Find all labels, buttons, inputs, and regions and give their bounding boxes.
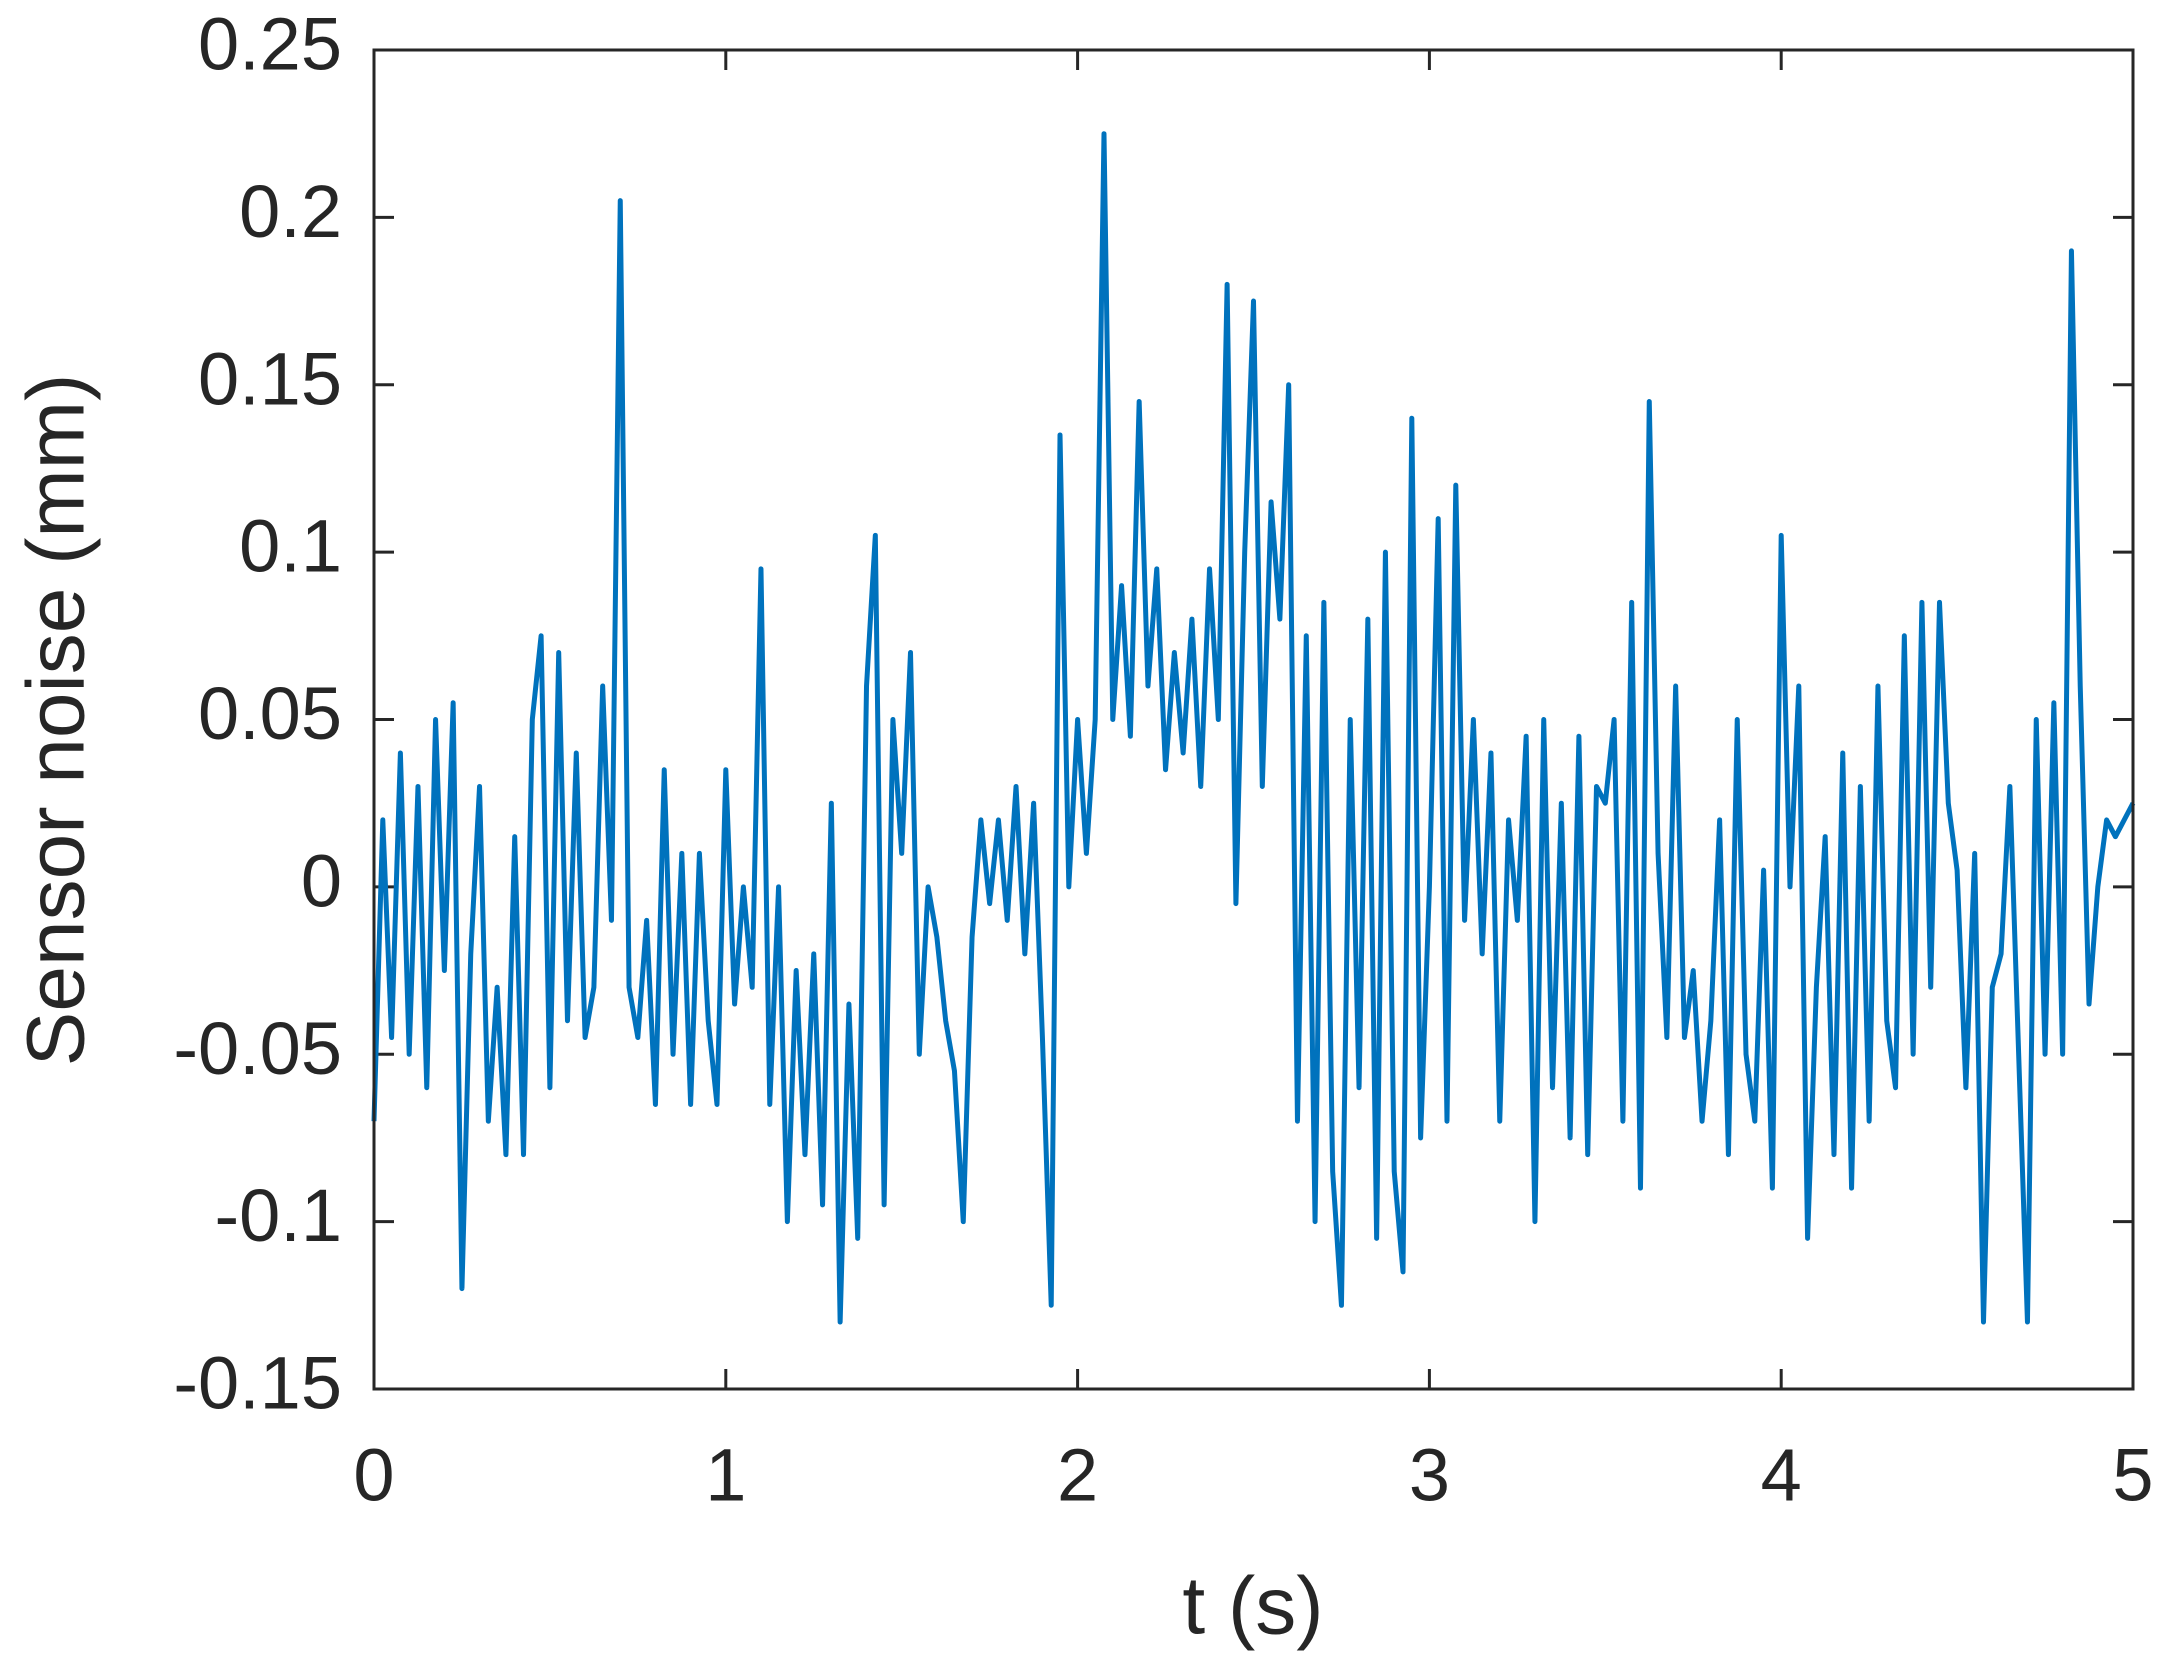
x-axis-label: t (s) xyxy=(1182,1561,1323,1652)
x-tick-label: 1 xyxy=(705,1434,746,1517)
x-tick-label: 4 xyxy=(1761,1434,1802,1517)
y-tick-label: 0.05 xyxy=(198,672,342,755)
y-tick-label: 0.15 xyxy=(198,337,342,420)
y-axis-label: Sensor noise (mm) xyxy=(11,374,102,1067)
y-tick-label: 0.25 xyxy=(198,3,342,86)
y-tick-label: 0 xyxy=(301,839,342,922)
y-tick-label: 0.1 xyxy=(239,505,342,588)
x-tick-label: 3 xyxy=(1409,1434,1450,1517)
y-tick-label: 0.2 xyxy=(239,170,342,253)
y-tick-label: -0.1 xyxy=(214,1174,342,1257)
data-line xyxy=(371,131,2136,1325)
x-tick-label: 2 xyxy=(1057,1434,1098,1517)
y-tick-label: -0.05 xyxy=(173,1007,342,1090)
y-tick-label: -0.15 xyxy=(173,1342,342,1425)
x-tick-label: 5 xyxy=(2112,1434,2153,1517)
x-tick-label: 0 xyxy=(353,1434,394,1517)
plot-frame xyxy=(372,48,2135,1391)
